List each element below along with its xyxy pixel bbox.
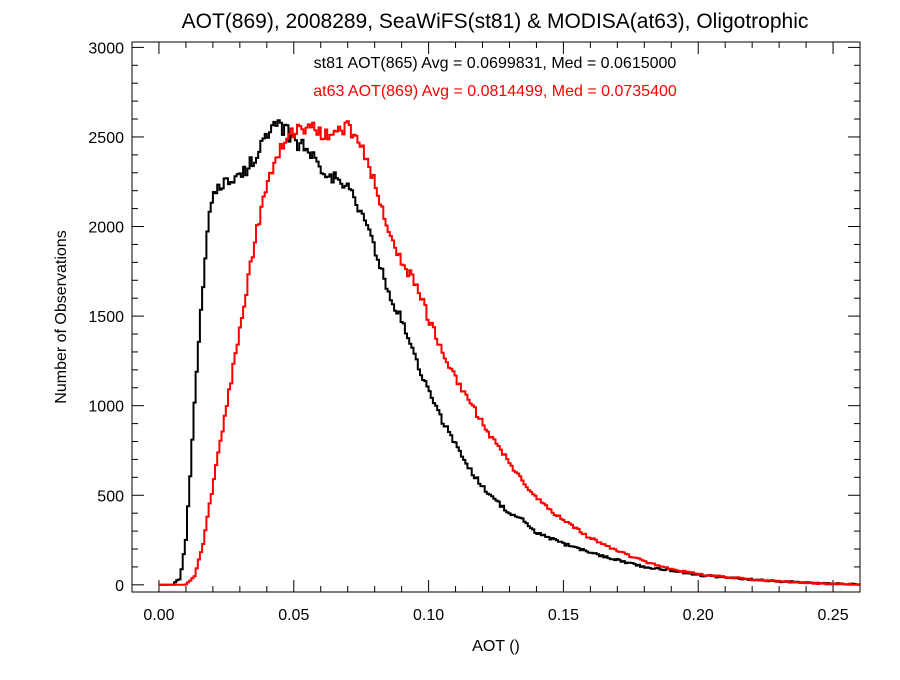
legend-entry-at63: at63 AOT(869) Avg = 0.0814499, Med = 0.0… <box>313 83 677 100</box>
y-tick-label: 3000 <box>88 40 124 57</box>
x-tick-label: 0.15 <box>548 607 579 624</box>
axis-ticks: 0.00 0.05 0.10 0.15 0.20 0.25 0 500 1000 1500 2000… <box>88 40 861 624</box>
series-line-st81 <box>159 119 860 586</box>
y-tick-label: 1000 <box>88 399 124 416</box>
chart-title: AOT(869), 2008289, SeaWiFS(st81) & MODIS… <box>182 10 809 33</box>
x-tick-label: 0.25 <box>817 607 848 624</box>
legend-entry-st81: st81 AOT(865) Avg = 0.0699831, Med = 0.0… <box>314 55 677 72</box>
series-line-at63 <box>159 120 861 586</box>
y-tick-label: 0 <box>115 578 124 595</box>
x-tick-label: 0.20 <box>683 607 714 624</box>
x-tick-label: 0.00 <box>143 607 174 624</box>
plot-frame <box>131 41 861 593</box>
y-tick-label: 1500 <box>88 309 124 326</box>
y-tick-label: 2000 <box>88 220 124 237</box>
y-tick-label: 500 <box>97 488 124 505</box>
x-axis-label: AOT () <box>472 638 520 655</box>
y-tick-label: 2500 <box>88 130 124 147</box>
series-layer <box>159 119 861 586</box>
y-axis-label: Number of Observations <box>53 230 70 403</box>
x-tick-label: 0.05 <box>278 607 309 624</box>
x-tick-label: 0.10 <box>413 607 444 624</box>
